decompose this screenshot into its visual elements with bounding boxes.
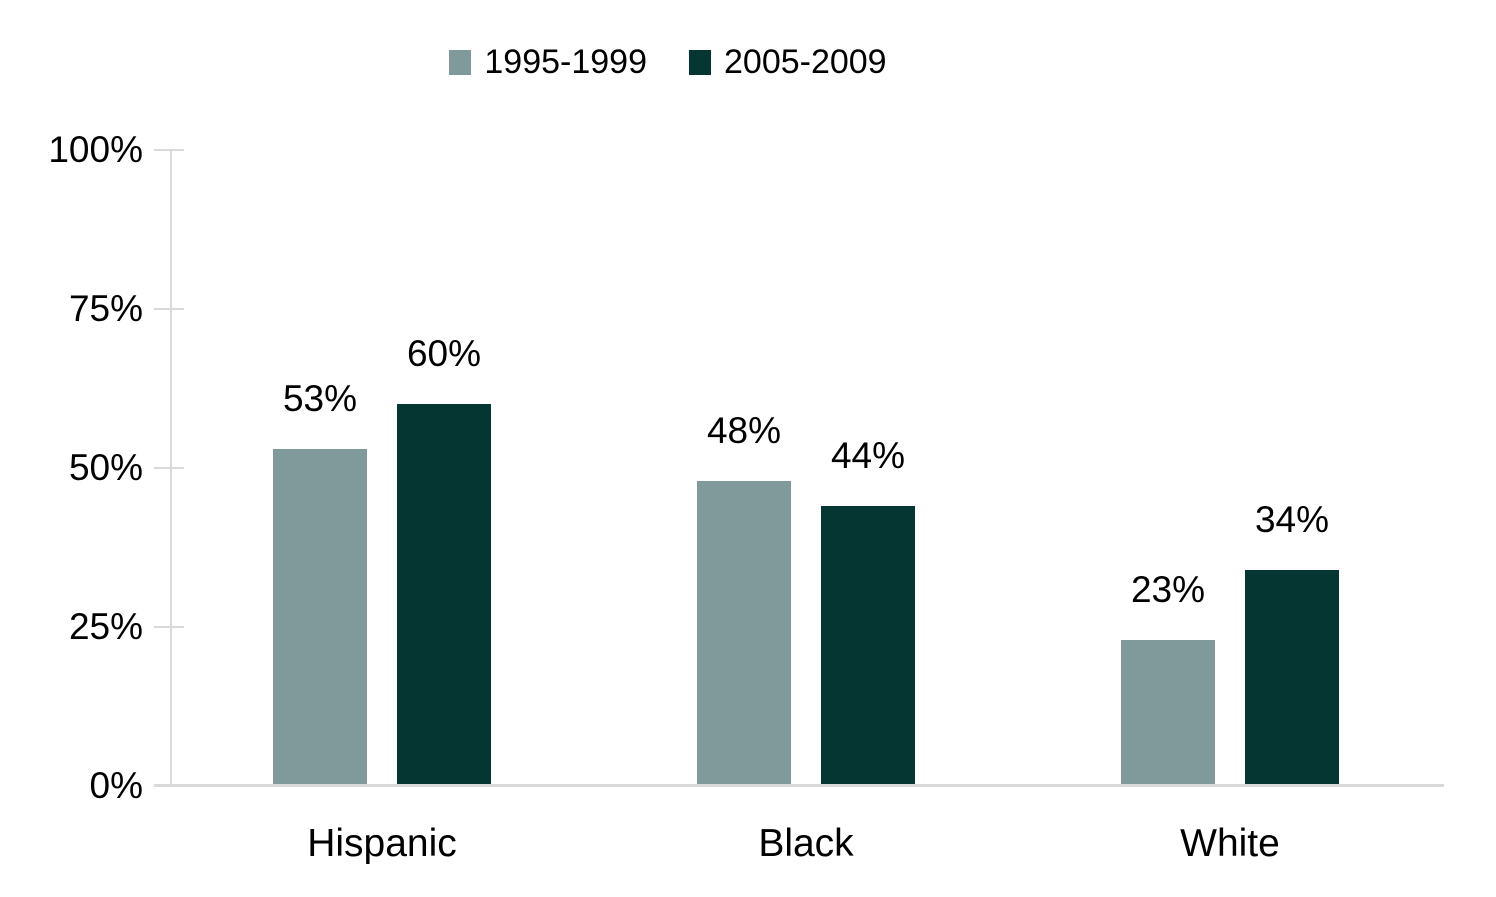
bar-group-white: 23% 34% <box>1018 150 1442 786</box>
x-category-label-black: Black <box>758 822 854 865</box>
legend-item-1995-1999: 1995-1999 <box>449 42 647 82</box>
x-category-label-hispanic: Hispanic <box>307 822 457 865</box>
y-tick-label: 25% <box>68 606 143 647</box>
legend-swatch-2005-2009-icon <box>689 49 711 75</box>
y-tick-label: 50% <box>68 447 143 488</box>
bar-2005-2009-black: 44% <box>821 435 915 786</box>
bar-value-label: 23% <box>1130 568 1206 610</box>
y-tick-mark <box>154 626 184 628</box>
bar-value-label: 53% <box>282 377 358 419</box>
legend-label-1995-1999: 1995-1999 <box>484 43 647 81</box>
bar-groups: 53% 60% 48% 44% 23% 34% <box>170 150 1442 786</box>
bar-2005-2009-hispanic: 60% <box>397 333 491 786</box>
y-tick-label: 0% <box>89 765 143 806</box>
bar-group-black: 48% 44% <box>594 150 1018 786</box>
bar-value-label: 34% <box>1254 498 1330 540</box>
y-tick-mark <box>154 149 184 151</box>
legend-label-2005-2009: 2005-2009 <box>724 43 887 81</box>
x-category-label-white: White <box>1180 822 1280 865</box>
legend-item-2005-2009: 2005-2009 <box>689 42 887 82</box>
y-tick-label: 100% <box>48 129 143 170</box>
plot-area: 53% 60% 48% 44% 23% 34% <box>154 149 1444 787</box>
bar-1995-1999-black: 48% <box>697 410 791 786</box>
legend-swatch-1995-1999-icon <box>449 49 472 75</box>
bar-1995-1999-hispanic: 53% <box>273 378 367 786</box>
legend: 1995-1999 2005-2009 <box>0 42 1336 82</box>
y-tick-mark <box>154 467 184 469</box>
bar-group-hispanic: 53% 60% <box>170 150 594 786</box>
bar-2005-2009-white: 34% <box>1245 499 1339 786</box>
y-tick-mark <box>154 308 184 310</box>
bar-1995-1999-white: 23% <box>1121 569 1215 786</box>
x-axis-line <box>154 784 1444 787</box>
x-axis-labels: Hispanic Black White <box>170 822 1442 866</box>
bar-value-label: 48% <box>706 409 782 451</box>
y-tick-label: 75% <box>68 288 143 329</box>
bar-value-label: 44% <box>830 435 906 477</box>
bar-value-label: 60% <box>406 333 482 375</box>
